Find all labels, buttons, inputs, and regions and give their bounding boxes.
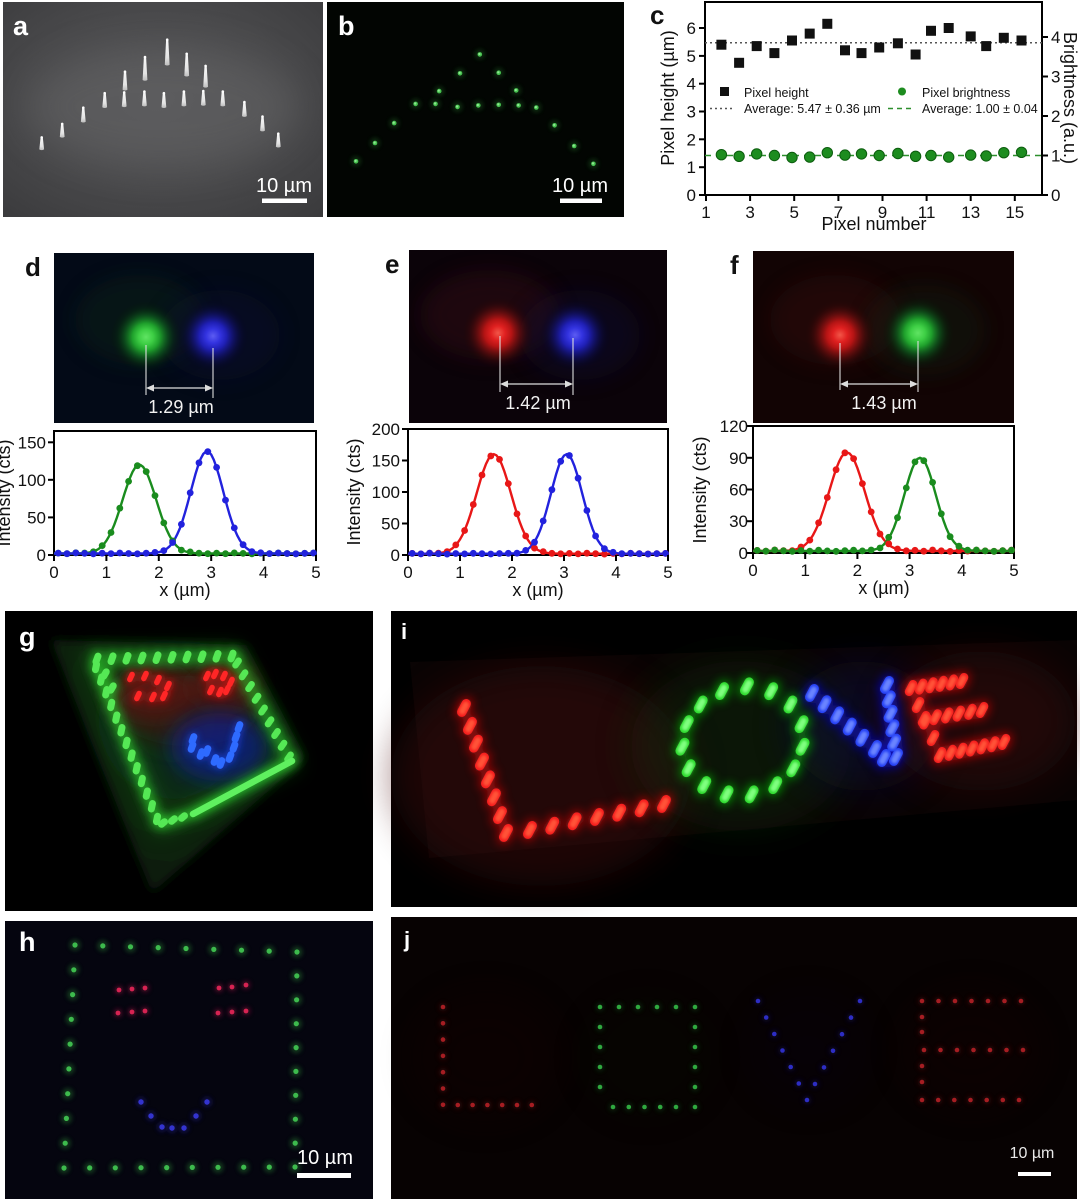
svg-text:0: 0	[1051, 186, 1060, 205]
svg-text:0: 0	[49, 563, 58, 582]
svg-text:1: 1	[102, 563, 111, 582]
svg-text:g: g	[19, 622, 36, 652]
svg-text:3: 3	[559, 563, 568, 582]
svg-text:13: 13	[961, 203, 980, 222]
svg-text:200: 200	[372, 420, 400, 439]
svg-text:120: 120	[720, 417, 748, 436]
svg-text:Intensity (cts): Intensity (cts)	[690, 436, 710, 543]
svg-text:90: 90	[729, 449, 748, 468]
svg-text:3: 3	[687, 103, 696, 122]
svg-text:150: 150	[372, 452, 400, 471]
svg-text:10 µm: 10 µm	[1010, 1145, 1055, 1162]
svg-text:3: 3	[206, 563, 215, 582]
svg-text:2: 2	[1051, 107, 1060, 126]
svg-text:Intensity (cts): Intensity (cts)	[344, 438, 364, 545]
svg-text:x (µm): x (µm)	[858, 578, 909, 598]
svg-text:Pixel height (µm): Pixel height (µm)	[658, 30, 678, 165]
svg-text:0: 0	[391, 546, 400, 565]
svg-text:Pixel height: Pixel height	[744, 86, 809, 100]
svg-text:60: 60	[729, 481, 748, 500]
svg-text:Average: 5.47 ± 0.36 µm: Average: 5.47 ± 0.36 µm	[744, 102, 881, 116]
svg-text:0: 0	[687, 186, 696, 205]
svg-text:5: 5	[311, 563, 320, 582]
svg-text:1.42 µm: 1.42 µm	[505, 393, 570, 413]
svg-text:a: a	[13, 11, 29, 41]
svg-text:0: 0	[748, 561, 757, 580]
svg-text:x (µm): x (µm)	[512, 580, 563, 600]
svg-text:100: 100	[372, 483, 400, 502]
svg-text:1: 1	[455, 563, 464, 582]
svg-text:Brightness (a.u.): Brightness (a.u.)	[1060, 32, 1080, 164]
svg-text:j: j	[403, 927, 410, 952]
svg-text:e: e	[385, 249, 399, 279]
svg-text:2: 2	[853, 561, 862, 580]
svg-text:0: 0	[739, 544, 748, 563]
svg-text:5: 5	[1009, 561, 1018, 580]
svg-text:4: 4	[1051, 28, 1060, 47]
svg-text:50: 50	[381, 515, 400, 534]
svg-text:1.43 µm: 1.43 µm	[851, 393, 916, 413]
svg-text:x (µm): x (µm)	[159, 580, 210, 600]
svg-text:7: 7	[834, 203, 843, 222]
svg-text:4: 4	[957, 561, 966, 580]
svg-text:Pixel number: Pixel number	[821, 214, 926, 234]
svg-text:Pixel brightness: Pixel brightness	[922, 86, 1010, 100]
svg-text:1: 1	[701, 203, 710, 222]
svg-text:9: 9	[878, 203, 887, 222]
svg-text:Intensity (cts): Intensity (cts)	[0, 439, 14, 546]
svg-text:Average: 1.00 ± 0.04: Average: 1.00 ± 0.04	[922, 102, 1038, 116]
svg-text:1: 1	[687, 158, 696, 177]
svg-text:2: 2	[687, 130, 696, 149]
svg-text:100: 100	[18, 471, 46, 490]
svg-text:5: 5	[663, 563, 672, 582]
svg-text:10 µm: 10 µm	[552, 175, 608, 197]
svg-text:4: 4	[611, 563, 620, 582]
svg-text:3: 3	[905, 561, 914, 580]
svg-text:30: 30	[729, 512, 748, 531]
svg-text:5: 5	[687, 47, 696, 66]
svg-text:15: 15	[1005, 203, 1024, 222]
svg-text:h: h	[19, 927, 36, 957]
svg-text:50: 50	[27, 508, 46, 527]
svg-text:150: 150	[18, 433, 46, 452]
svg-text:2: 2	[154, 563, 163, 582]
svg-text:0: 0	[403, 563, 412, 582]
svg-text:2: 2	[507, 563, 516, 582]
svg-text:i: i	[401, 619, 407, 644]
svg-text:4: 4	[687, 75, 696, 94]
svg-text:3: 3	[745, 203, 754, 222]
svg-text:c: c	[650, 0, 664, 30]
svg-text:b: b	[338, 11, 355, 41]
svg-text:1: 1	[800, 561, 809, 580]
svg-text:1: 1	[1051, 147, 1060, 166]
svg-text:1.29 µm: 1.29 µm	[148, 397, 213, 417]
svg-text:f: f	[730, 250, 739, 280]
svg-text:5: 5	[789, 203, 798, 222]
svg-text:d: d	[25, 252, 41, 282]
svg-text:10 µm: 10 µm	[256, 175, 312, 197]
svg-text:11: 11	[918, 203, 936, 222]
svg-text:3: 3	[1051, 68, 1060, 87]
svg-text:6: 6	[687, 19, 696, 38]
svg-text:4: 4	[259, 563, 268, 582]
svg-text:10 µm: 10 µm	[297, 1147, 353, 1169]
svg-text:0: 0	[37, 546, 46, 565]
